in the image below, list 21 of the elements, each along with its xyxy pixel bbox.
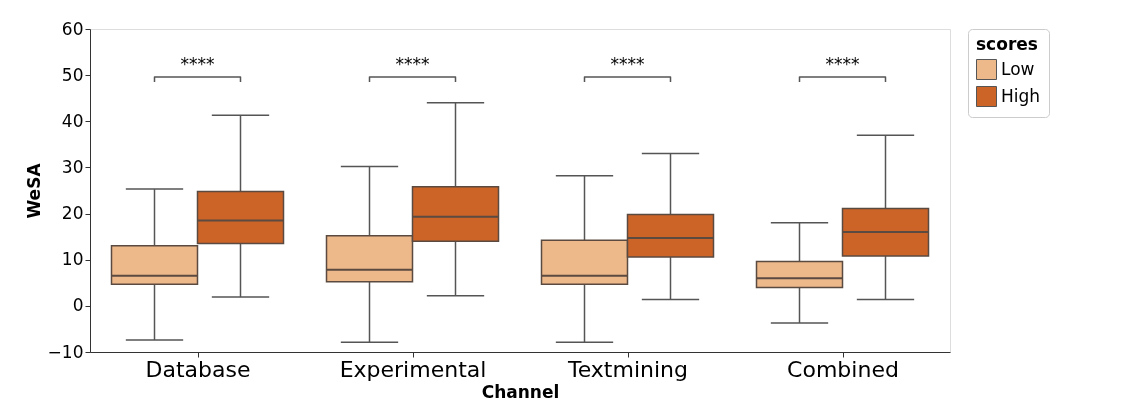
y-tick-label: 10	[61, 249, 84, 270]
x-tick-label: Database	[145, 356, 251, 382]
legend-label: High	[1001, 85, 1041, 106]
y-tick-label: 50	[61, 64, 84, 85]
annotation: ****	[180, 54, 215, 74]
x-tick-label: Textmining	[566, 356, 689, 382]
y-tick-label: 30	[61, 156, 84, 177]
y-tick-label: 60	[61, 18, 84, 39]
y-tick-label: −10	[47, 341, 84, 362]
y-axis-title: WeSA	[23, 162, 44, 219]
annotation: ****	[825, 54, 860, 74]
y-tick-label: 40	[61, 110, 84, 131]
y-tick-label: 0	[72, 295, 84, 316]
annotation: ****	[395, 54, 430, 74]
annotation: ****	[610, 54, 645, 74]
x-tick-label: Combined	[787, 356, 899, 382]
legend-label: Low	[1001, 58, 1035, 79]
x-axis-title: Channel	[481, 381, 560, 401]
y-tick-label: 20	[61, 203, 84, 224]
x-tick-label: Experimental	[339, 356, 487, 382]
legend-title: scores	[976, 34, 1038, 54]
